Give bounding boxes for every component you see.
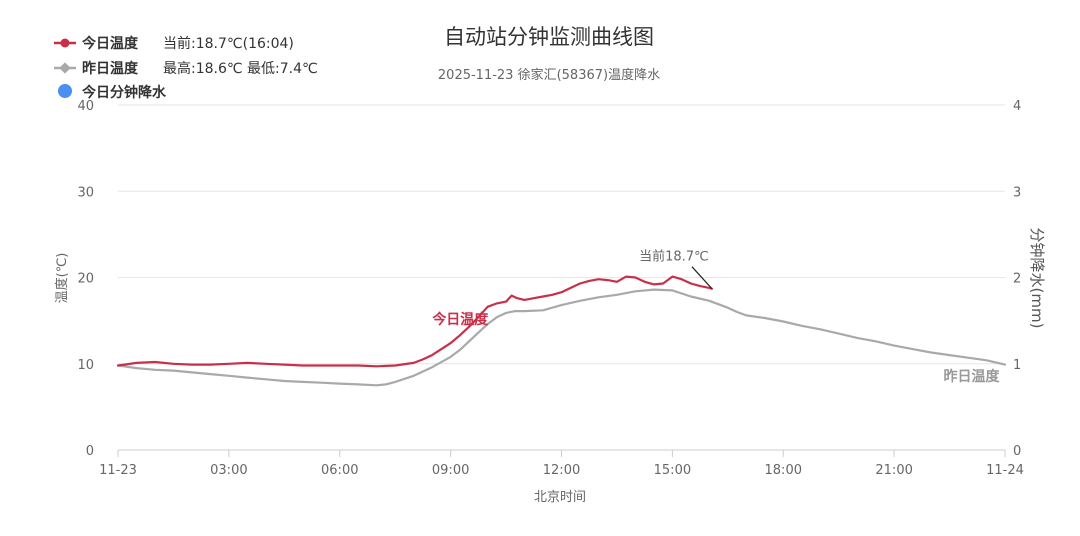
legend: 今日温度 当前:18.7℃(16:04) 昨日温度 最高:18.6℃ 最低:7.… <box>54 35 318 101</box>
annotation-current-value: 当前18.7℃ <box>639 249 709 265</box>
y-axis-left-title: 温度(℃) <box>54 253 70 304</box>
x-tick-label: 03:00 <box>210 463 247 478</box>
series-label-yesterday: 昨日温度 <box>943 368 1000 385</box>
x-tick-label: 15:00 <box>654 463 691 478</box>
y-right-tick-label: 2 <box>1013 272 1021 287</box>
x-tick-label: 11-24 <box>986 463 1024 478</box>
x-tick-label: 09:00 <box>432 463 469 478</box>
legend-item-yesterday-temperature[interactable]: 昨日温度 最高:18.6℃ 最低:7.4℃ <box>54 60 318 77</box>
x-tick-label: 18:00 <box>765 463 802 478</box>
axes: 0 10 20 30 40 0 1 2 3 4 11-23 03:00 06:00 09:00 12:00 1… <box>77 99 1023 478</box>
legend-item-today-temperature[interactable]: 今日温度 当前:18.7℃(16:04) <box>54 35 294 52</box>
chart-title: 自动站分钟监测曲线图 <box>444 25 654 49</box>
legend-name-today: 今日温度 <box>81 35 139 52</box>
x-tick-label: 12:00 <box>543 463 580 478</box>
legend-marker-precipitation <box>58 84 72 98</box>
y-axis-right-title: 分钟降水(mm) <box>1028 228 1046 329</box>
x-axis-title: 北京时间 <box>534 490 586 505</box>
y-right-tick-label: 4 <box>1013 99 1021 114</box>
series-line-today-temperature <box>116 275 714 368</box>
y-right-tick-label: 0 <box>1013 444 1021 459</box>
grid <box>118 104 1005 365</box>
y-right-tick-label: 1 <box>1013 358 1021 373</box>
chart-subtitle: 2025-11-23 徐家汇(58367)温度降水 <box>438 67 660 83</box>
y-left-tick-label: 20 <box>77 272 94 287</box>
legend-name-precipitation: 今日分钟降水 <box>81 84 167 101</box>
legend-name-yesterday: 昨日温度 <box>82 60 139 77</box>
x-tick-label: 11-23 <box>99 463 137 478</box>
y-left-tick-label: 0 <box>86 444 94 459</box>
x-tick-label: 21:00 <box>875 463 912 478</box>
series-label-today: 今日温度 <box>431 311 489 328</box>
series-layer <box>116 275 1007 387</box>
annotation-leader-line <box>691 266 713 290</box>
legend-info-today: 当前:18.7℃(16:04) <box>163 35 294 52</box>
x-tick-label: 06:00 <box>321 463 358 478</box>
legend-info-yesterday: 最高:18.6℃ 最低:7.4℃ <box>163 60 318 77</box>
y-left-tick-label: 30 <box>77 185 94 200</box>
y-right-tick-label: 3 <box>1013 185 1021 200</box>
y-left-tick-label: 10 <box>77 358 94 373</box>
legend-marker-today <box>60 38 70 48</box>
series-line-yesterday-temperature <box>116 288 1007 387</box>
y-left-tick-label: 40 <box>77 99 94 114</box>
legend-marker-yesterday <box>59 62 71 74</box>
legend-item-today-precipitation[interactable]: 今日分钟降水 <box>58 84 167 101</box>
